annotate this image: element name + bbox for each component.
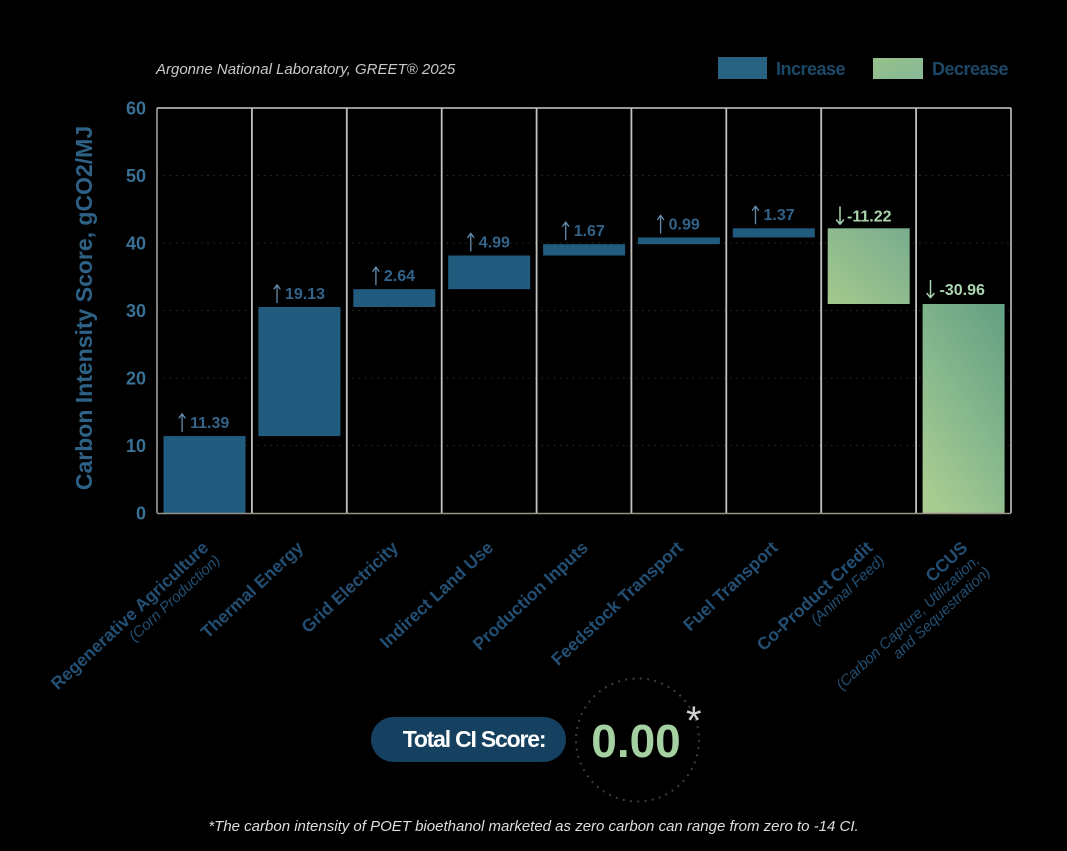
svg-text:10: 10 (126, 436, 146, 456)
svg-text:20: 20 (126, 369, 146, 389)
svg-text:Total CI Score:: Total CI Score: (403, 726, 546, 752)
svg-text:0.00: 0.00 (591, 715, 681, 767)
svg-text:*: * (686, 699, 702, 743)
svg-text:Carbon Intensity Score, gCO2/M: Carbon Intensity Score, gCO2/MJ (71, 126, 97, 490)
svg-text:-11.22: -11.22 (847, 209, 892, 226)
svg-text:30: 30 (126, 301, 146, 321)
svg-text:2.64: 2.64 (384, 268, 415, 285)
svg-text:50: 50 (126, 166, 146, 186)
svg-text:1.37: 1.37 (764, 207, 795, 224)
svg-text:Argonne National Laboratory, G: Argonne National Laboratory, GREET® 2025 (155, 61, 456, 78)
svg-text:40: 40 (126, 234, 146, 254)
svg-text:1.67: 1.67 (574, 223, 605, 240)
svg-text:Decrease: Decrease (932, 59, 1009, 79)
svg-text:Increase: Increase (776, 59, 846, 79)
svg-text:11.39: 11.39 (190, 415, 229, 432)
svg-text:60: 60 (126, 99, 146, 119)
svg-text:-30.96: -30.96 (940, 282, 985, 299)
svg-text:0: 0 (136, 504, 146, 524)
svg-text:0.99: 0.99 (669, 217, 700, 234)
svg-text:4.99: 4.99 (479, 235, 510, 252)
svg-text:*The carbon intensity of POET: *The carbon intensity of POET bioethanol… (208, 818, 858, 835)
svg-text:19.13: 19.13 (285, 286, 325, 303)
